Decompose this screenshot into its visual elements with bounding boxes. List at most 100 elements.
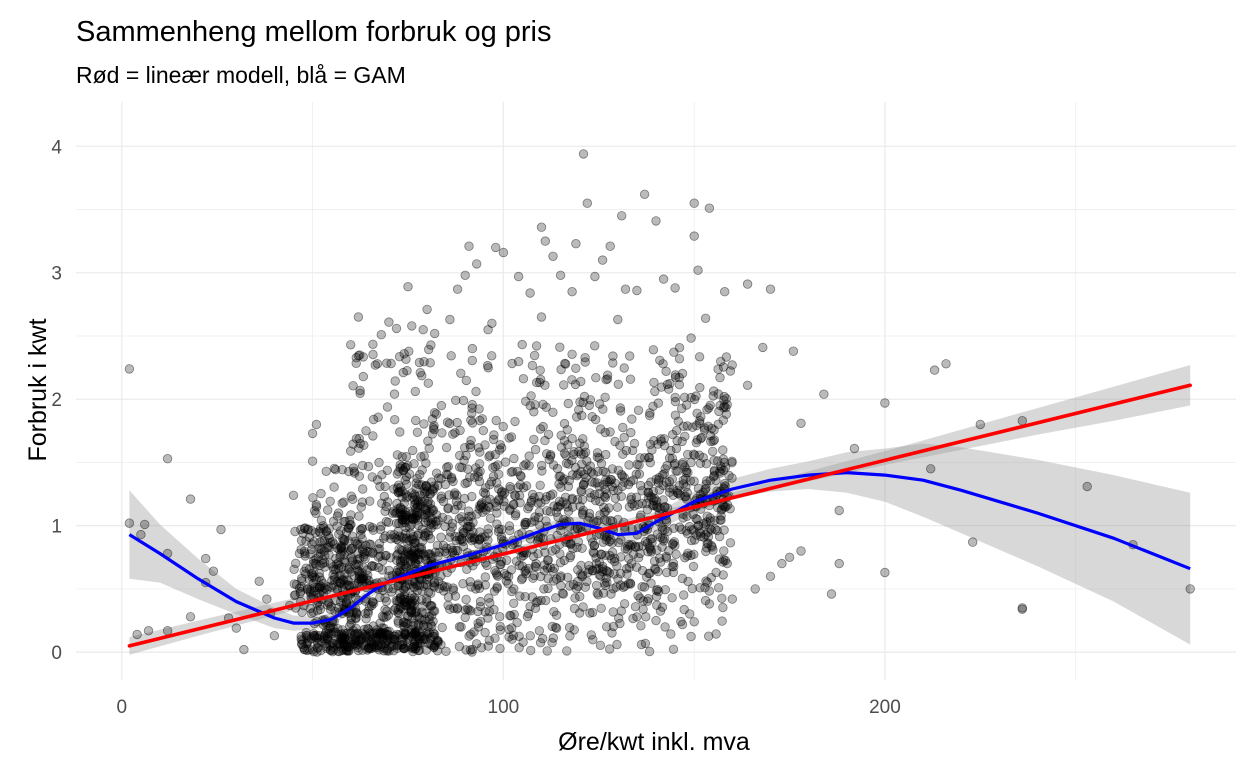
data-point — [409, 538, 419, 549]
data-point — [645, 408, 655, 418]
data-point — [721, 502, 731, 512]
data-point — [429, 408, 440, 418]
data-point — [337, 632, 348, 642]
data-point — [382, 645, 393, 655]
data-point — [289, 564, 299, 575]
data-point — [400, 517, 410, 528]
data-point — [625, 579, 636, 589]
data-point — [540, 547, 550, 558]
data-point — [425, 358, 435, 368]
data-point — [348, 494, 358, 505]
data-point — [345, 515, 355, 526]
data-point — [399, 584, 409, 594]
data-point — [417, 497, 427, 507]
data-point — [599, 491, 610, 502]
data-point — [415, 628, 426, 639]
data-point — [643, 487, 653, 497]
data-point — [458, 525, 468, 536]
data-point — [328, 642, 338, 653]
data-point — [376, 641, 386, 652]
data-point — [556, 364, 566, 375]
data-point — [422, 580, 433, 590]
data-point — [618, 422, 628, 433]
data-point — [656, 557, 666, 567]
data-point — [420, 528, 431, 538]
data-point — [132, 629, 142, 640]
data-point — [689, 231, 699, 241]
data-point — [326, 629, 336, 639]
data-point — [368, 431, 378, 441]
data-point — [647, 445, 657, 455]
data-point — [329, 463, 340, 474]
data-point — [424, 639, 434, 649]
data-point — [652, 545, 662, 555]
data-point — [417, 586, 427, 596]
data-point — [438, 540, 449, 551]
data-point — [431, 468, 442, 478]
data-point — [525, 288, 535, 298]
data-point — [419, 484, 430, 494]
data-point — [585, 395, 596, 405]
data-point — [689, 198, 699, 208]
data-point — [646, 534, 656, 544]
data-point — [239, 644, 249, 655]
data-point — [574, 405, 584, 415]
data-point — [355, 631, 366, 642]
data-point — [320, 551, 330, 561]
data-point — [536, 312, 547, 322]
data-point — [409, 554, 419, 564]
data-point — [648, 345, 659, 355]
data-point — [669, 562, 679, 572]
data-point — [571, 238, 581, 249]
data-point — [710, 515, 720, 526]
data-point — [302, 631, 312, 641]
data-point — [537, 466, 547, 476]
data-point — [368, 597, 378, 607]
data-point — [622, 541, 633, 552]
data-point — [709, 465, 720, 475]
data-point — [721, 394, 732, 404]
data-point — [504, 624, 514, 635]
data-point — [720, 555, 731, 566]
data-point — [588, 469, 599, 479]
data-point — [495, 621, 505, 632]
data-point — [474, 535, 485, 545]
data-point — [428, 631, 438, 641]
data-point — [321, 625, 332, 636]
data-point — [426, 504, 437, 514]
data-point — [401, 472, 412, 482]
data-point — [364, 643, 374, 653]
data-point — [628, 475, 639, 485]
data-point — [492, 519, 502, 529]
data-point — [633, 405, 644, 416]
data-point — [399, 617, 409, 628]
data-point — [466, 415, 476, 425]
data-point — [344, 523, 354, 533]
data-point — [373, 544, 383, 554]
data-point — [654, 485, 665, 495]
data-point — [351, 613, 361, 624]
data-point — [317, 555, 328, 565]
data-point — [601, 449, 611, 460]
data-point — [379, 612, 389, 623]
data-point — [413, 520, 424, 530]
data-point — [352, 579, 362, 589]
data-point — [352, 538, 362, 549]
data-point — [540, 236, 551, 246]
data-point — [413, 549, 424, 559]
data-point — [296, 524, 306, 535]
data-point — [398, 604, 408, 614]
data-point — [406, 631, 417, 642]
data-point — [613, 379, 624, 390]
data-point — [467, 491, 477, 502]
data-point — [725, 366, 736, 376]
data-point — [600, 492, 611, 503]
data-point — [410, 628, 420, 639]
data-point — [601, 535, 611, 545]
data-point — [410, 627, 420, 637]
data-point — [321, 527, 332, 537]
data-point — [575, 438, 585, 448]
data-point — [725, 504, 735, 514]
data-point — [404, 595, 414, 606]
data-point — [420, 615, 430, 625]
